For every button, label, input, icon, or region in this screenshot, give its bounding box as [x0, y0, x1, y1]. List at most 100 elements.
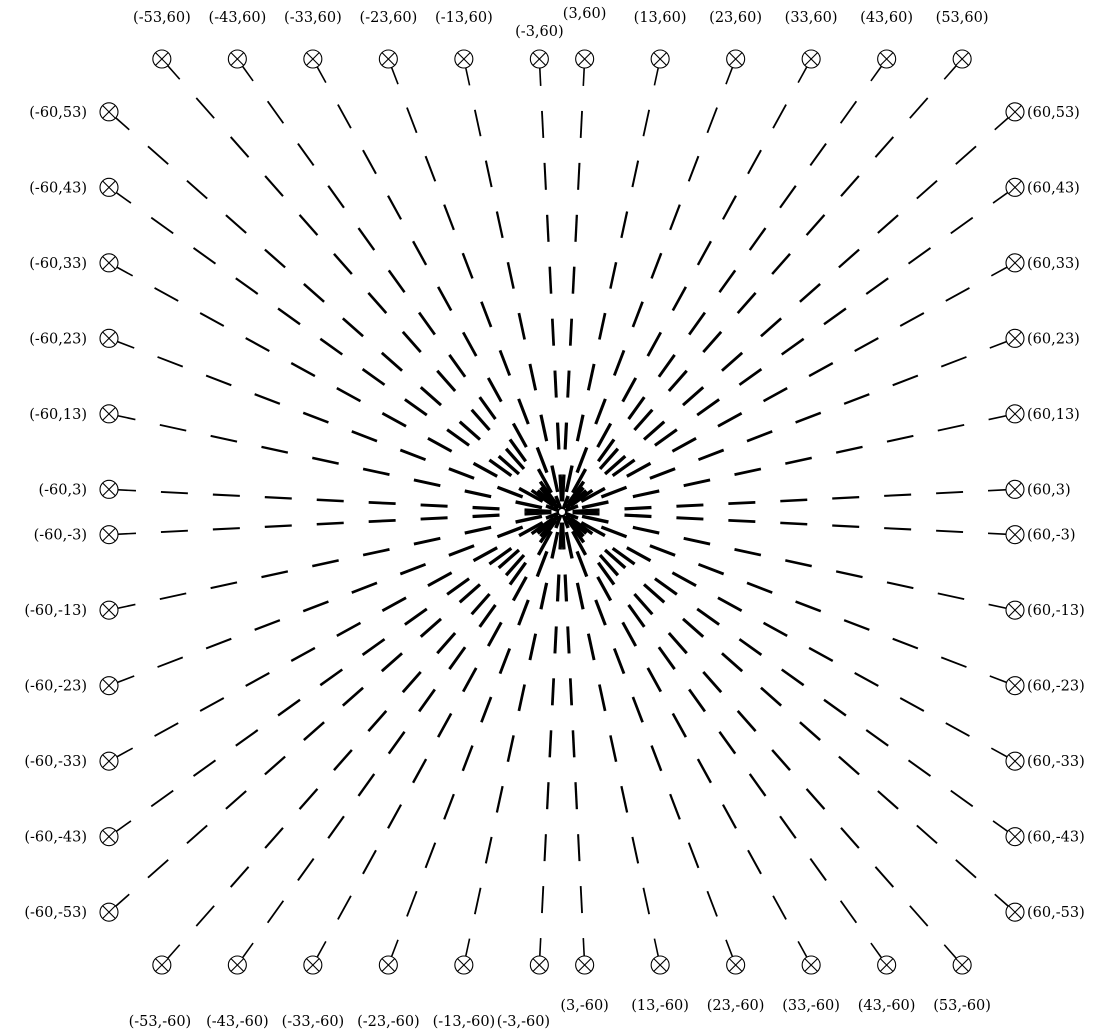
ray-dash-s3_60-5: [568, 318, 574, 346]
coordinate-label: (3,60): [563, 6, 607, 22]
ray-dash-s43_-60-4: [748, 773, 767, 797]
ray-dash-s3_60-3: [574, 214, 579, 242]
circled-x-icon: [1005, 404, 1025, 424]
ray-dash-s-23_60-1: [406, 107, 418, 134]
ray-dash-s33_-60-2: [747, 849, 762, 875]
circled-x-icon: [1005, 600, 1025, 620]
ray-dash-s-33_60-8: [511, 422, 528, 448]
coordinate-label: (-60,-43): [24, 830, 87, 846]
ray-dash-s33_60-2: [747, 149, 762, 175]
ray-dash-s60_-23-9: [564, 511, 579, 520]
ray-dash-s-53_60-3: [264, 175, 284, 197]
ray-dash-s60_-33-8: [626, 546, 652, 563]
ray-dash-s-53_60-1: [195, 97, 215, 119]
ray-dash-s60_-43-3: [865, 729, 889, 747]
circled-x-icon: [378, 955, 398, 975]
ray-dash-s-60_-53-1: [147, 859, 169, 879]
ray-dash-s-60_-53-7: [380, 652, 403, 673]
ray-dash-s-60_-53-8: [419, 617, 443, 638]
coordinate-label: (23,-60): [707, 998, 765, 1014]
ray-dash-s53_-60-8: [667, 631, 688, 655]
ray-dash-s-60_-23-8: [496, 525, 524, 539]
ray-dash-s-60_13-7: [464, 489, 492, 499]
ray-dash-s-60_23-4: [302, 411, 329, 424]
coordinate-label: (-60,3): [39, 482, 88, 498]
ray-dash-s-43_60-7: [448, 354, 467, 378]
ray-dash-s-3_-60-3: [545, 782, 550, 810]
ray-dash-s-43_60-5: [387, 269, 406, 294]
ray-dash-s60_43-7: [696, 398, 720, 417]
ray-dash-s-60_3-3: [264, 495, 292, 500]
ray-dash-s53_60-8: [667, 369, 688, 393]
ray-dash-s60_53-7: [721, 351, 744, 372]
circled-x-icon: [650, 49, 670, 69]
ray-dash-s-23_60-9: [554, 495, 563, 510]
coordinate-label: (-33,-60): [282, 1014, 345, 1030]
ray-dash-s-60_43-7: [404, 398, 428, 417]
ray-dash-s-13_60-1: [473, 109, 482, 137]
ray-dash-s3_-60-7: [563, 574, 569, 602]
ray-dash-s60_23-1: [940, 356, 967, 368]
ray-dash-s60_-53-11: [564, 514, 588, 535]
ray-dash-s33_60-9: [571, 468, 588, 494]
ray-dash-s60_43-1: [950, 216, 974, 235]
ray-dash-s-60_-3-1: [160, 529, 188, 533]
ray-dash-s53_-60-4: [805, 788, 826, 810]
ray-dash-s-13_-60-7: [539, 582, 549, 610]
ray-dash-s23_-60-9: [561, 514, 570, 529]
ray-dash-s-60_43-3: [235, 277, 259, 295]
ray-dash-s-60_-13-3: [261, 570, 289, 579]
coordinate-label: (60,-53): [1027, 905, 1085, 921]
ray-dash-s23_-60-3: [669, 793, 681, 820]
circled-x-icon: [1005, 676, 1025, 696]
ray-dash-s13_-60-4: [609, 735, 618, 762]
ray-dash-s53_60-7: [702, 330, 723, 353]
coordinate-label: (-43,-60): [206, 1014, 269, 1030]
coordinate-label: (53,60): [936, 10, 989, 26]
ray-dash-s-60_53-5: [303, 283, 325, 303]
ray-dash-s43_60-6: [688, 311, 707, 336]
ray-dash-s-23_60-8: [535, 446, 549, 474]
coordinate-label: (-60,33): [29, 256, 87, 272]
ray-dash-s60_3-6: [676, 503, 704, 508]
ray-dash-s-60_23-5: [351, 430, 378, 443]
ray-dash-s-23_-60-3: [443, 793, 455, 820]
ray-dash-s60_-43-4: [823, 698, 847, 717]
ray-dash-s33_-60-3: [721, 804, 737, 829]
ray-dash-s-33_-60-4: [412, 758, 428, 784]
ray-dash-s33_-60-4: [696, 758, 712, 784]
ray-dash-s-43_-60-7: [448, 646, 467, 670]
circled-x-icon: [99, 600, 119, 620]
ray-dash-s-33_60-2: [362, 149, 377, 175]
ray-dash-s43_60-1: [839, 100, 858, 124]
coordinate-label: (33,-60): [782, 998, 840, 1014]
ray-dash-s-60_-53-4: [264, 755, 286, 776]
ray-dash-s23_60-3: [669, 204, 681, 231]
ray-dash-s-60_23-1: [157, 356, 184, 368]
ray-dash-s60_-3-4: [780, 521, 808, 526]
ray-dash-s-33_60-9: [536, 468, 553, 494]
coordinate-label: (60,-23): [1027, 679, 1085, 695]
ray-dash-s3_-60-4: [571, 730, 576, 758]
ray-dash-s43_-60-8: [627, 604, 646, 628]
coordinate-label: (60,3): [1027, 482, 1071, 498]
ray-dash-s-3_-60-6: [553, 626, 558, 654]
ray-dash-s-43_60-9: [508, 438, 528, 463]
ray-dash-s-60_-23-2: [205, 637, 232, 650]
ray-dash-s60_-33-3: [854, 671, 879, 687]
circled-x-icon: [454, 49, 474, 69]
ray-dash-s-60_43-4: [277, 307, 301, 326]
ray-dash-s13_-60-8: [564, 531, 574, 559]
ray-dash-s3_-60-2: [577, 834, 581, 862]
ray-dash-s-60_43-10: [530, 488, 555, 508]
ray-dash-s60_-53-10: [603, 548, 627, 570]
ray-dash-s-53_-60-3: [264, 827, 284, 849]
ray-dash-s-13_-60-5: [517, 684, 526, 712]
coordinate-label: (-53,60): [133, 10, 191, 26]
ray-dash-s60_3-4: [780, 498, 808, 503]
ray-dash-s-60_23-8: [496, 485, 524, 499]
ray-dash-s-60_-43-9: [488, 546, 513, 566]
ray-dash-s3_60-7: [563, 422, 569, 450]
ray-dash-s53_-60-10: [598, 553, 620, 577]
ray-dash-s-43_-60-1: [266, 900, 285, 924]
